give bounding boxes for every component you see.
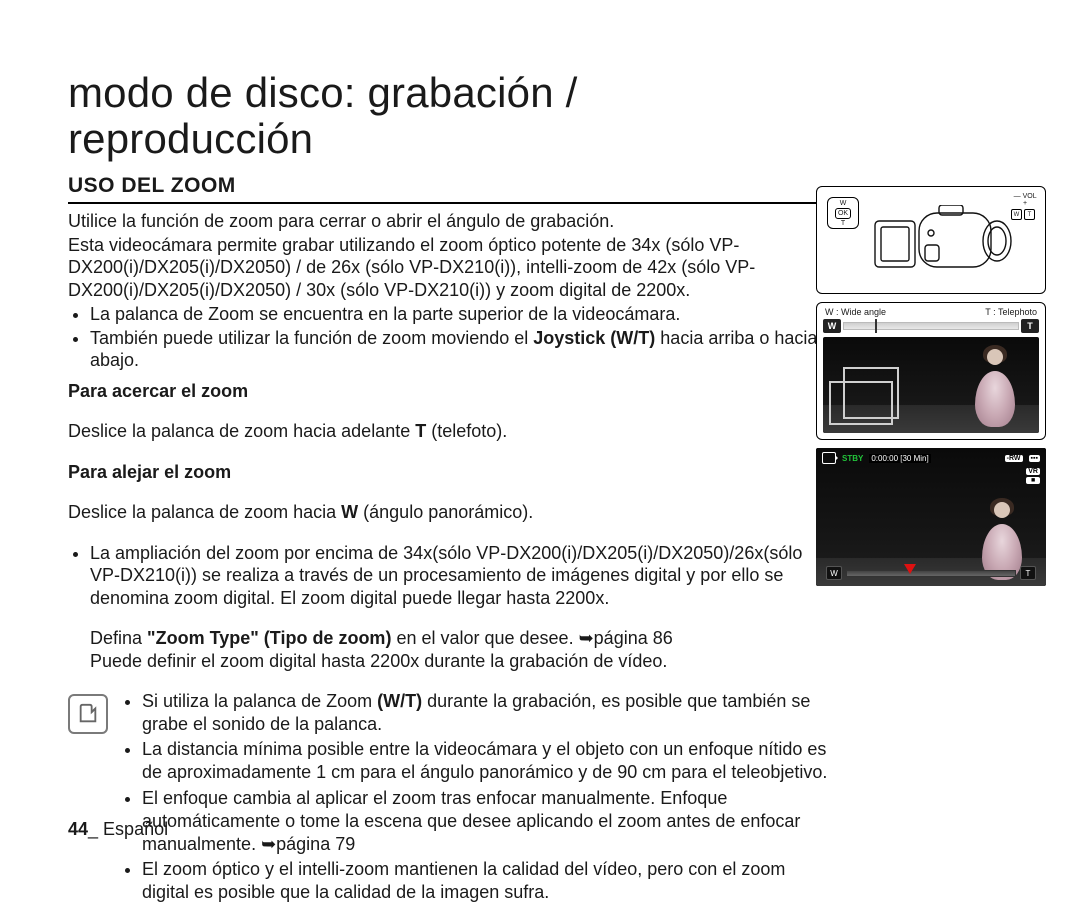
lcd-zoom-bar: W T	[826, 566, 1036, 580]
intro-block: Utilice la función de zoom para cerrar o…	[68, 210, 828, 301]
telephoto-label: T : Telephoto	[985, 307, 1037, 317]
zoom-bar-panel: W : Wide angle T : Telephoto W T	[816, 302, 1046, 440]
zoom-preview-image	[823, 337, 1039, 433]
note-2: La distancia mínima posible entre la vid…	[142, 738, 828, 784]
disc-rw-badge: -RW	[1005, 455, 1023, 462]
page-title: modo de disco: grabación / reproducción	[68, 70, 828, 162]
lcd-top-bar: STBY 0:00:00 [30 Min] -RW ▪▪▪	[822, 452, 1040, 464]
bullet-list-2: La ampliación del zoom por encima de 34x…	[68, 542, 828, 610]
left-column: modo de disco: grabación / reproducción …	[68, 70, 828, 906]
zoom-t-icon: T	[1021, 319, 1039, 333]
lcd-zoom-w-icon: W	[826, 566, 842, 580]
note-block: Si utiliza la palanca de Zoom (W/T) dura…	[68, 690, 828, 905]
quality-badge: ■	[1026, 477, 1040, 484]
diagram-camcorder-panel: W OK T — VOL + WT	[816, 186, 1046, 294]
page-footer: 44_ Español	[68, 819, 168, 840]
wide-angle-label: W : Wide angle	[825, 307, 886, 317]
vr-badge: VR	[1026, 468, 1040, 475]
alejar-heading: Para alejar el zoom	[68, 461, 828, 484]
page-number: 44	[68, 819, 88, 839]
define-line: Defina "Zoom Type" (Tipo de zoom) en el …	[90, 627, 828, 672]
intro-line-2: Esta videocámara permite grabar utilizan…	[68, 234, 828, 302]
joystick-icon: W OK T	[827, 197, 859, 229]
zoom-track	[843, 322, 1019, 330]
lcd-zoom-track	[846, 570, 1016, 577]
intro-line-1: Utilice la función de zoom para cerrar o…	[68, 210, 828, 233]
battery-icon: ▪▪▪	[1029, 455, 1040, 462]
bullet-list-1: La palanca de Zoom se encuentra en la pa…	[68, 303, 828, 372]
note-icon	[68, 694, 108, 734]
lcd-zoom-t-icon: T	[1020, 566, 1036, 580]
zoom-bar: W T	[823, 319, 1039, 333]
arrow-icon: ➥	[579, 628, 594, 648]
acercar-heading: Para acercar el zoom	[68, 380, 828, 403]
lcd-screen: STBY 0:00:00 [30 Min] -RW ▪▪▪ VR ■ W T	[816, 448, 1046, 586]
note-list: Si utiliza la palanca de Zoom (W/T) dura…	[120, 690, 828, 905]
acercar-body: Deslice la palanca de zoom hacia adelant…	[68, 420, 828, 443]
lcd-right-badges: VR ■	[1026, 468, 1040, 484]
note-3: El enfoque cambia al aplicar el zoom tra…	[142, 787, 828, 856]
footer-language: Español	[103, 819, 168, 839]
bullet-1b: También puede utilizar la función de zoo…	[90, 327, 828, 372]
bullet-2a: La ampliación del zoom por encima de 34x…	[90, 542, 828, 610]
lcd-zoom-marker	[904, 564, 916, 574]
right-column: W OK T — VOL + WT	[816, 186, 1046, 586]
movie-mode-icon	[822, 452, 836, 464]
zoom-w-icon: W	[823, 319, 841, 333]
note-1: Si utiliza la palanca de Zoom (W/T) dura…	[142, 690, 828, 736]
lcd-screenshot-panel: STBY 0:00:00 [30 Min] -RW ▪▪▪ VR ■ W T	[816, 448, 1046, 586]
zoom-knob	[875, 319, 877, 333]
bullet-1a: La palanca de Zoom se encuentra en la pa…	[90, 303, 828, 326]
stby-label: STBY	[842, 454, 863, 463]
camcorder-icon	[869, 205, 1019, 283]
time-label: 0:00:00 [30 Min]	[869, 454, 930, 463]
manual-page: modo de disco: grabación / reproducción …	[0, 0, 1080, 866]
note-4: El zoom óptico y el intelli-zoom mantien…	[142, 858, 828, 904]
section-heading: USO DEL ZOOM	[68, 174, 824, 204]
zoom-captions: W : Wide angle T : Telephoto	[823, 307, 1039, 319]
zoom-frame-inner	[843, 367, 899, 419]
alejar-body: Deslice la palanca de zoom hacia W (ángu…	[68, 501, 828, 524]
